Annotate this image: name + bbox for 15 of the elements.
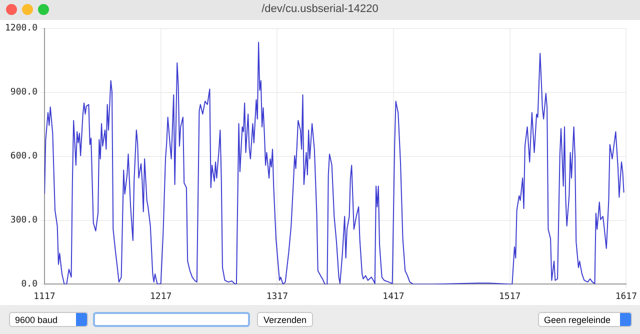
line-ending-dropdown: Geen regeleinde	[538, 312, 632, 327]
y-tick-label: 0.0	[21, 280, 38, 290]
x-tick-label: 1217	[150, 292, 172, 302]
send-button: Verzenden	[257, 312, 313, 327]
baud-dropdown: 9600 baud	[9, 312, 88, 327]
x-tick-label: 1417	[382, 292, 404, 302]
y-tick-label: 300.0	[10, 216, 38, 226]
chart-title: /dev/cu.usbserial-14220	[260, 3, 380, 15]
y-tick-label: 1200.0	[4, 24, 38, 34]
x-tick-label: 1517	[498, 292, 521, 302]
y-tick-label: 900.0	[10, 88, 38, 98]
x-tick-label: 1317	[266, 292, 288, 302]
x-tick-label: 1617	[615, 292, 638, 302]
y-tick-label: 600.0	[10, 152, 38, 162]
x-tick-label: 1117	[34, 292, 56, 302]
